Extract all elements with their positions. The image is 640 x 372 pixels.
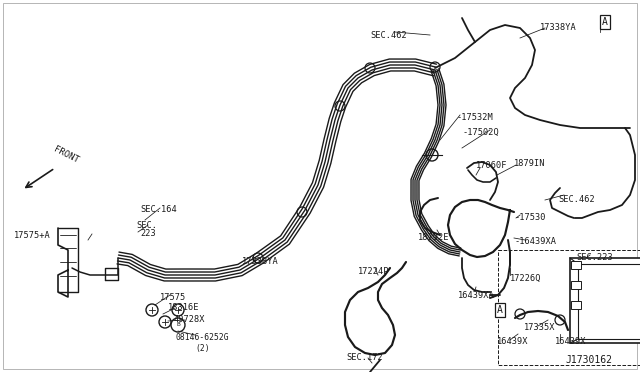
Text: 16439XA: 16439XA [458,291,495,299]
Text: -17532M: -17532M [457,113,493,122]
Text: B: B [176,323,180,327]
Text: J1730162: J1730162 [565,355,612,365]
Text: A: A [602,17,608,27]
Text: SEC.: SEC. [136,221,157,230]
Text: 1879IN: 1879IN [514,158,545,167]
Text: 17575+A: 17575+A [14,231,51,240]
Bar [498,250,640,365]
Text: 16439X: 16439X [497,337,529,346]
Text: 17224P: 17224P [358,267,390,276]
Text: 18316E: 18316E [168,304,200,312]
Text: 17575: 17575 [160,292,186,301]
Text: 17060F: 17060F [476,160,508,170]
Text: 49728X: 49728X [174,315,205,324]
Text: SEC.462: SEC.462 [370,31,407,39]
Text: -17502Q: -17502Q [462,128,499,137]
Bar [570,258,640,343]
Text: -16439XA: -16439XA [515,237,557,247]
Text: SEC.164: SEC.164 [140,205,177,215]
Bar [571,261,581,269]
Text: 17226Q: 17226Q [510,273,541,282]
Text: SEC.172: SEC.172 [346,353,383,362]
Text: -17530: -17530 [514,214,545,222]
Text: FRONT: FRONT [52,145,80,165]
Text: (2): (2) [195,344,210,353]
Text: 17338YA: 17338YA [242,257,279,266]
Text: 18792E: 18792E [418,232,449,241]
Text: 16439X: 16439X [555,337,586,346]
Bar [578,264,640,339]
Bar [571,301,581,309]
Text: 223: 223 [140,230,156,238]
Text: 17338YA: 17338YA [540,23,577,32]
Text: 08146-6252G: 08146-6252G [175,334,228,343]
Text: A: A [497,305,503,315]
Text: SEC.223: SEC.223 [576,253,612,263]
Text: 17335X: 17335X [524,324,556,333]
Bar [571,281,581,289]
Text: SEC.462: SEC.462 [558,196,595,205]
